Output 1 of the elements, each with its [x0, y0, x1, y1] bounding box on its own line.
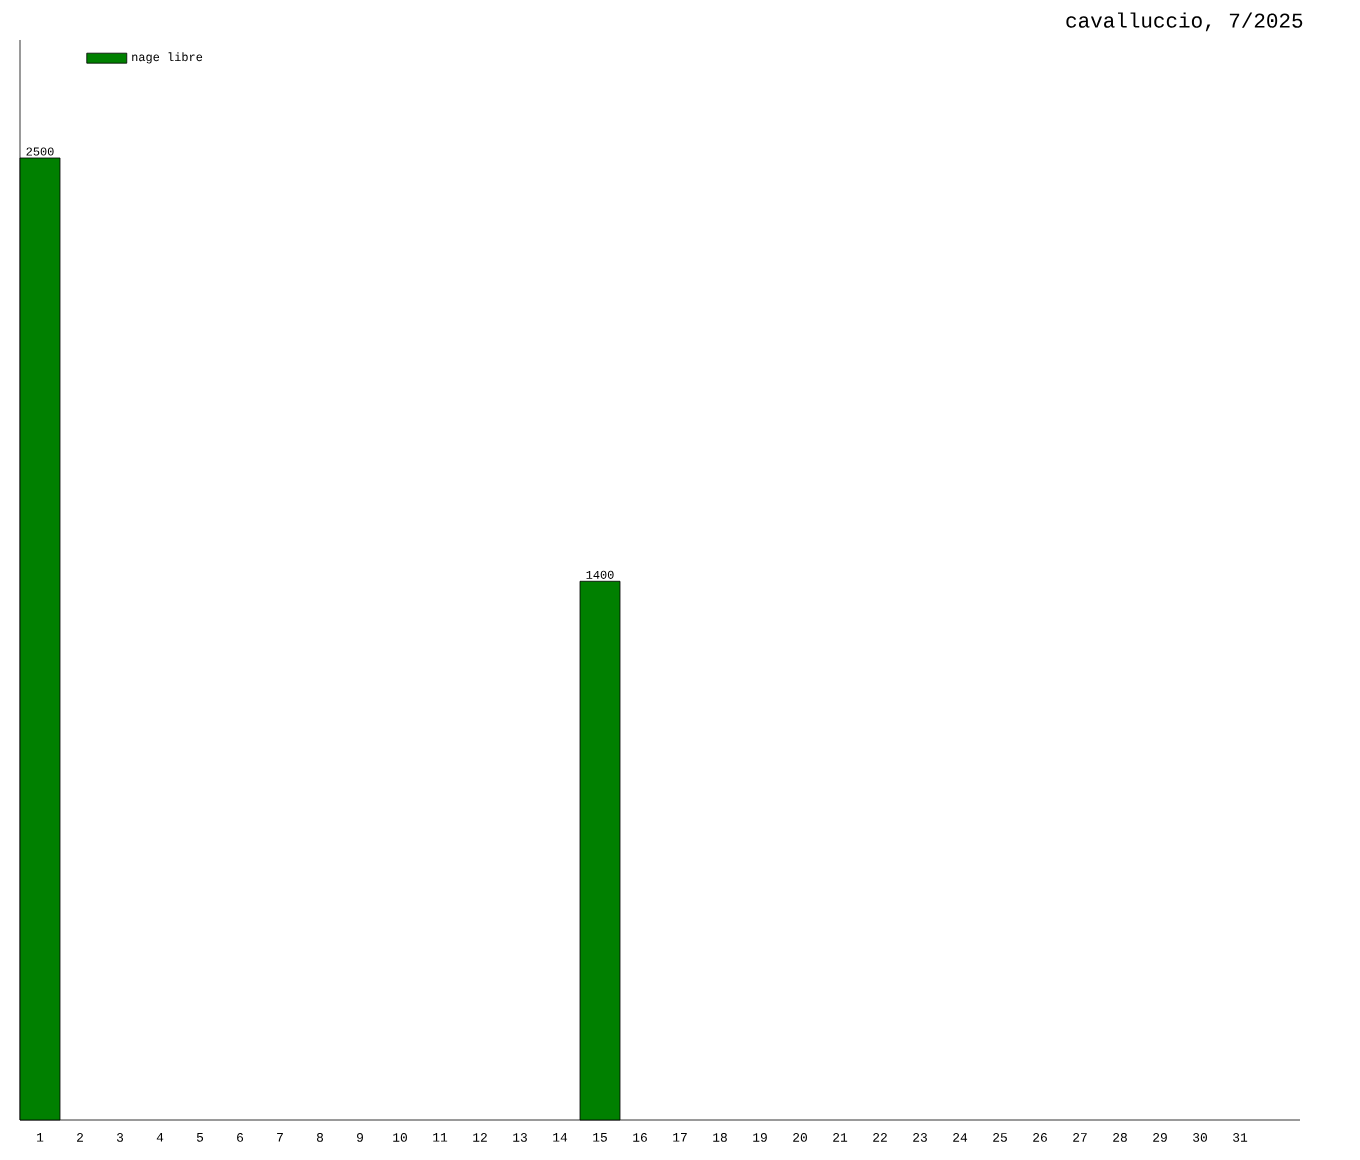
chart-title: cavalluccio, 7/2025 [1066, 12, 1303, 32]
